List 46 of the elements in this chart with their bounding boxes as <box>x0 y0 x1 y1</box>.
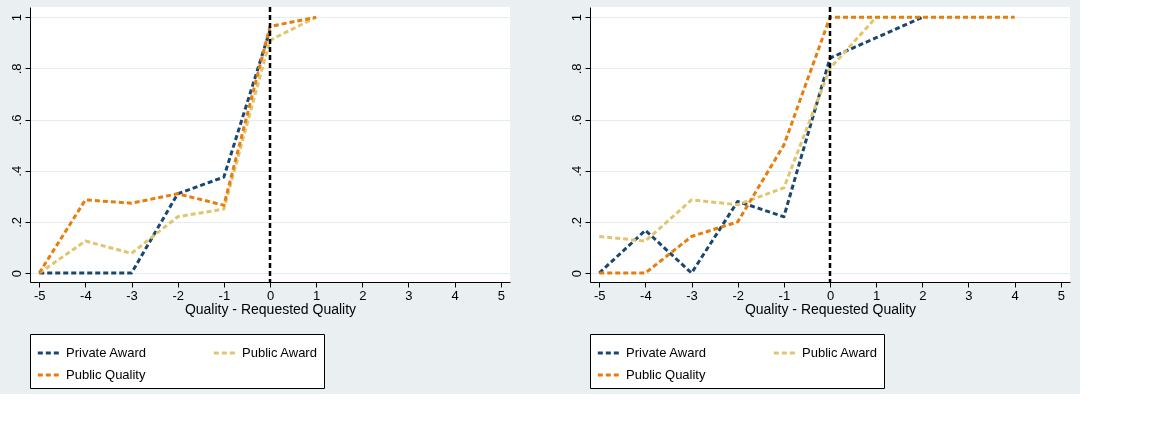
legend-label: Public Quality <box>626 367 706 382</box>
x-tick-label: 0 <box>826 287 835 303</box>
x-tick-label: 1 <box>873 287 881 303</box>
x-tick-label: 4 <box>1011 287 1019 303</box>
x-axis-title: Quality - Requested Quality <box>184 300 357 317</box>
x-tick-label: 5 <box>1057 287 1065 303</box>
y-tick-label: .2 <box>8 216 24 228</box>
legend-label: Public Quality <box>66 367 146 382</box>
x-tick-label: -5 <box>593 287 606 303</box>
x-tick-label: 1 <box>313 287 321 303</box>
y-tick-label: 1 <box>568 14 584 22</box>
x-tick-label: 0 <box>266 287 275 303</box>
legend-label: Public Award <box>802 345 877 360</box>
line-series <box>597 15 1017 275</box>
legend-label: Private Award <box>626 345 706 360</box>
x-tick-label: -1 <box>778 287 791 303</box>
line-series <box>37 15 318 275</box>
x-tick-label: -3 <box>686 287 698 303</box>
x-tick-label: -4 <box>80 287 92 303</box>
y-tick-label: 1 <box>8 14 24 22</box>
y-tick-label: .8 <box>568 63 584 75</box>
x-tick-label: -4 <box>640 287 652 303</box>
x-tick-label: -2 <box>732 287 744 303</box>
x-tick-label: -3 <box>126 287 138 303</box>
y-tick-label: .6 <box>568 114 584 126</box>
y-tick-label: 0 <box>568 269 584 278</box>
legend-label: Private Award <box>66 345 146 360</box>
x-tick-label: 3 <box>405 287 413 303</box>
x-tick-label: 4 <box>451 287 459 303</box>
x-tick-label: -2 <box>172 287 184 303</box>
legend-label: Public Award <box>242 345 317 360</box>
x-tick-label: 2 <box>919 287 927 303</box>
x-axis-title: Quality - Requested Quality <box>744 300 917 317</box>
x-tick-label: 5 <box>497 287 505 303</box>
line-series <box>597 15 924 275</box>
x-tick-label: -1 <box>218 287 231 303</box>
y-tick-label: .6 <box>8 114 24 126</box>
y-tick-label: .2 <box>568 216 584 228</box>
y-tick-label: 0 <box>8 269 24 278</box>
x-tick-label: -5 <box>33 287 46 303</box>
y-tick-label: .8 <box>8 63 24 75</box>
y-tick-label: .4 <box>8 165 24 177</box>
line-series <box>37 28 272 275</box>
y-tick-label: .4 <box>568 165 584 177</box>
x-tick-label: 3 <box>965 287 973 303</box>
x-tick-label: 2 <box>359 287 367 303</box>
